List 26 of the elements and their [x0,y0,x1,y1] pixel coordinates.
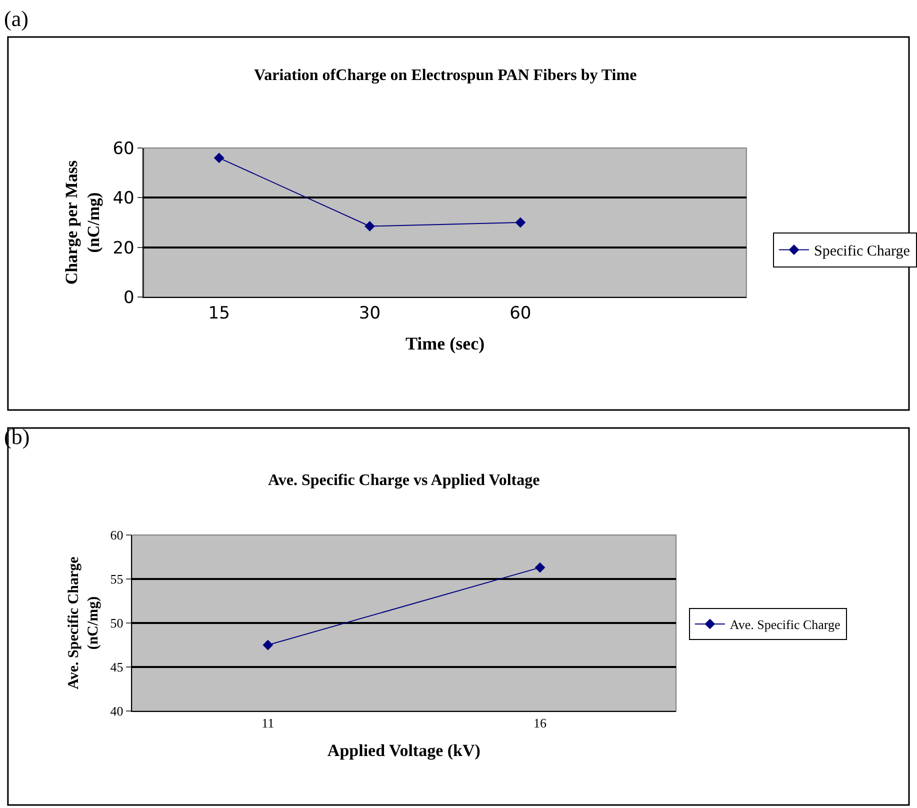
text: (a) [4,6,28,31]
point [515,217,526,228]
x-tick-label: 30 [358,303,381,324]
x-tick-label: 11 [262,716,274,731]
chart-title: Variation ofCharge on Electrospun PAN Fibers by Time [254,67,637,84]
y-tick-label: 60 [110,528,124,543]
y-tick-label: 45 [110,660,124,675]
y-tick-label: 40 [110,704,124,719]
y-tick-label: 0 [124,288,134,308]
legend-label: Ave. Specific Charge [730,617,841,632]
legend-label: Specific Charge [814,244,910,260]
x-tick-label: 60 [510,303,532,324]
x-tick-label: 15 [208,303,230,324]
y-tick-label: 50 [110,616,124,631]
x-axis-title: Time (sec) [406,334,485,354]
point [364,221,375,232]
y-tick-label: 20 [112,238,134,258]
x-axis-title: Applied Voltage (kV) [327,741,480,760]
x-tick-label: 16 [534,716,547,731]
chart-title: Ave. Specific Charge vs Applied Voltage [268,472,540,489]
y-axis-title: Ave. Specific Charge (nC/mg) [66,556,102,690]
point [214,152,224,164]
y-axis-title: Charge per Mass (nC/mg) [62,160,104,285]
y-tick-label: 60 [112,138,134,159]
y-tick-label: 55 [110,572,124,587]
y-tick-label: 40 [112,188,134,209]
